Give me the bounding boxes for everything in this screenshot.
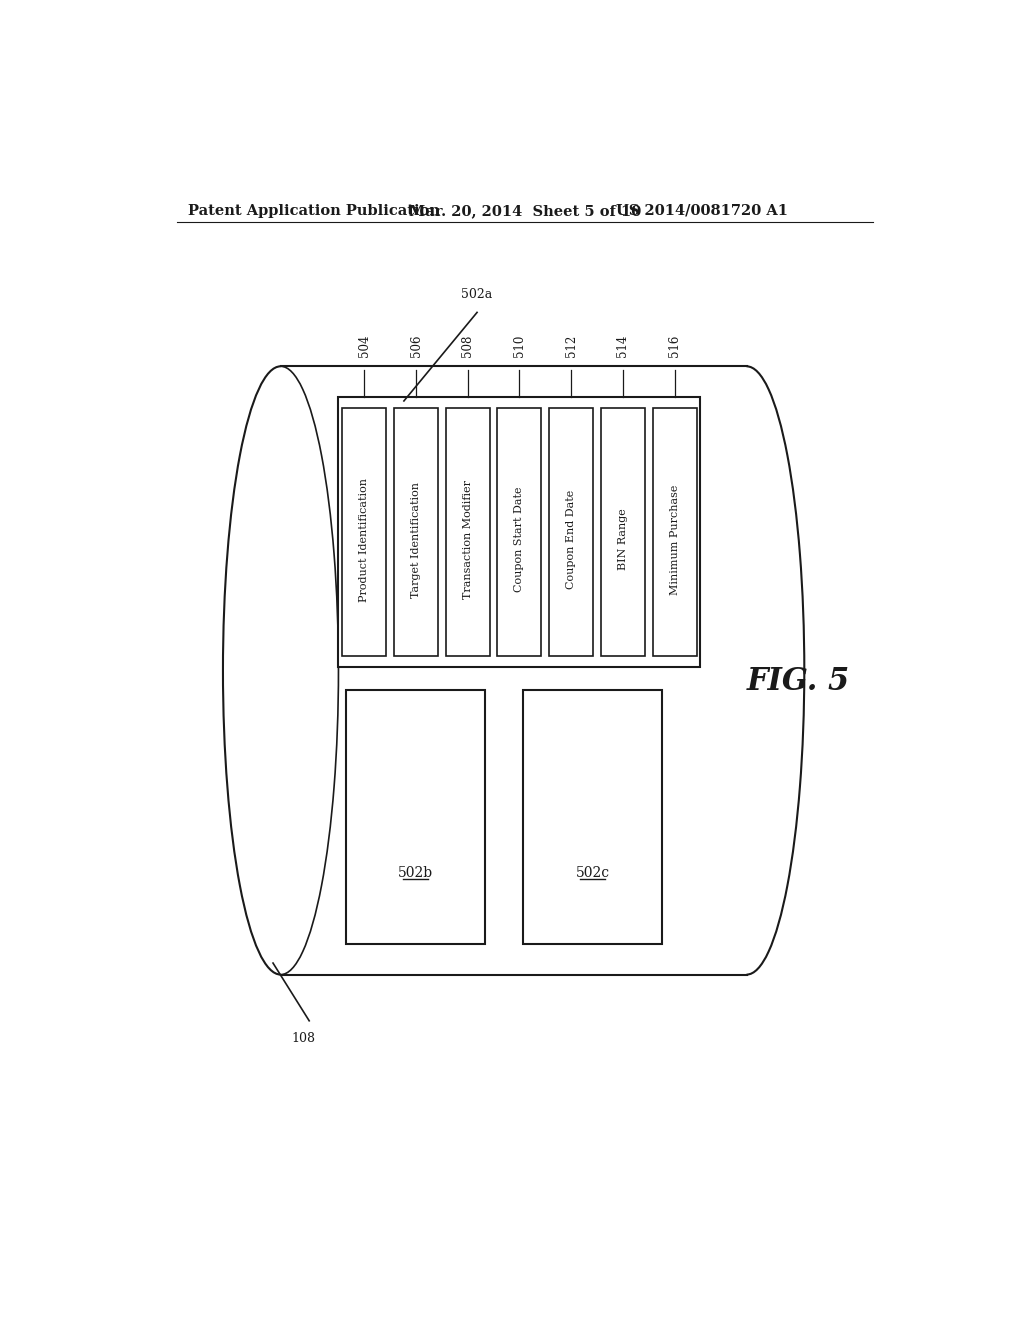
Text: 502a: 502a <box>462 288 493 301</box>
Text: US 2014/0081720 A1: US 2014/0081720 A1 <box>615 203 787 218</box>
Text: 504: 504 <box>357 334 371 358</box>
Bar <box>346 689 484 944</box>
Text: Coupon End Date: Coupon End Date <box>566 490 577 589</box>
Text: 510: 510 <box>513 335 526 358</box>
Text: 502b: 502b <box>398 866 433 879</box>
Text: Target Identification: Target Identification <box>411 482 421 598</box>
Text: 506: 506 <box>410 334 423 358</box>
Text: 502c: 502c <box>575 866 609 879</box>
Bar <box>394 408 438 656</box>
Text: BIN Range: BIN Range <box>617 508 628 570</box>
Text: 512: 512 <box>564 335 578 358</box>
Text: Coupon Start Date: Coupon Start Date <box>514 487 524 593</box>
Text: Patent Application Publication: Patent Application Publication <box>188 203 440 218</box>
Bar <box>601 408 645 656</box>
Text: 108: 108 <box>292 1032 315 1045</box>
Text: FIG. 5: FIG. 5 <box>746 667 850 697</box>
Text: 508: 508 <box>461 335 474 358</box>
Text: Minimum Purchase: Minimum Purchase <box>670 484 680 595</box>
Text: Mar. 20, 2014  Sheet 5 of 10: Mar. 20, 2014 Sheet 5 of 10 <box>410 203 642 218</box>
Bar <box>549 408 593 656</box>
Bar <box>498 408 542 656</box>
Text: Product Identification: Product Identification <box>359 478 370 602</box>
Bar <box>342 408 386 656</box>
Bar <box>523 689 662 944</box>
Bar <box>339 397 700 667</box>
Text: 514: 514 <box>616 335 630 358</box>
Bar <box>445 408 489 656</box>
Text: Transaction Modifier: Transaction Modifier <box>463 480 473 599</box>
Bar <box>652 408 696 656</box>
Text: 516: 516 <box>668 335 681 358</box>
